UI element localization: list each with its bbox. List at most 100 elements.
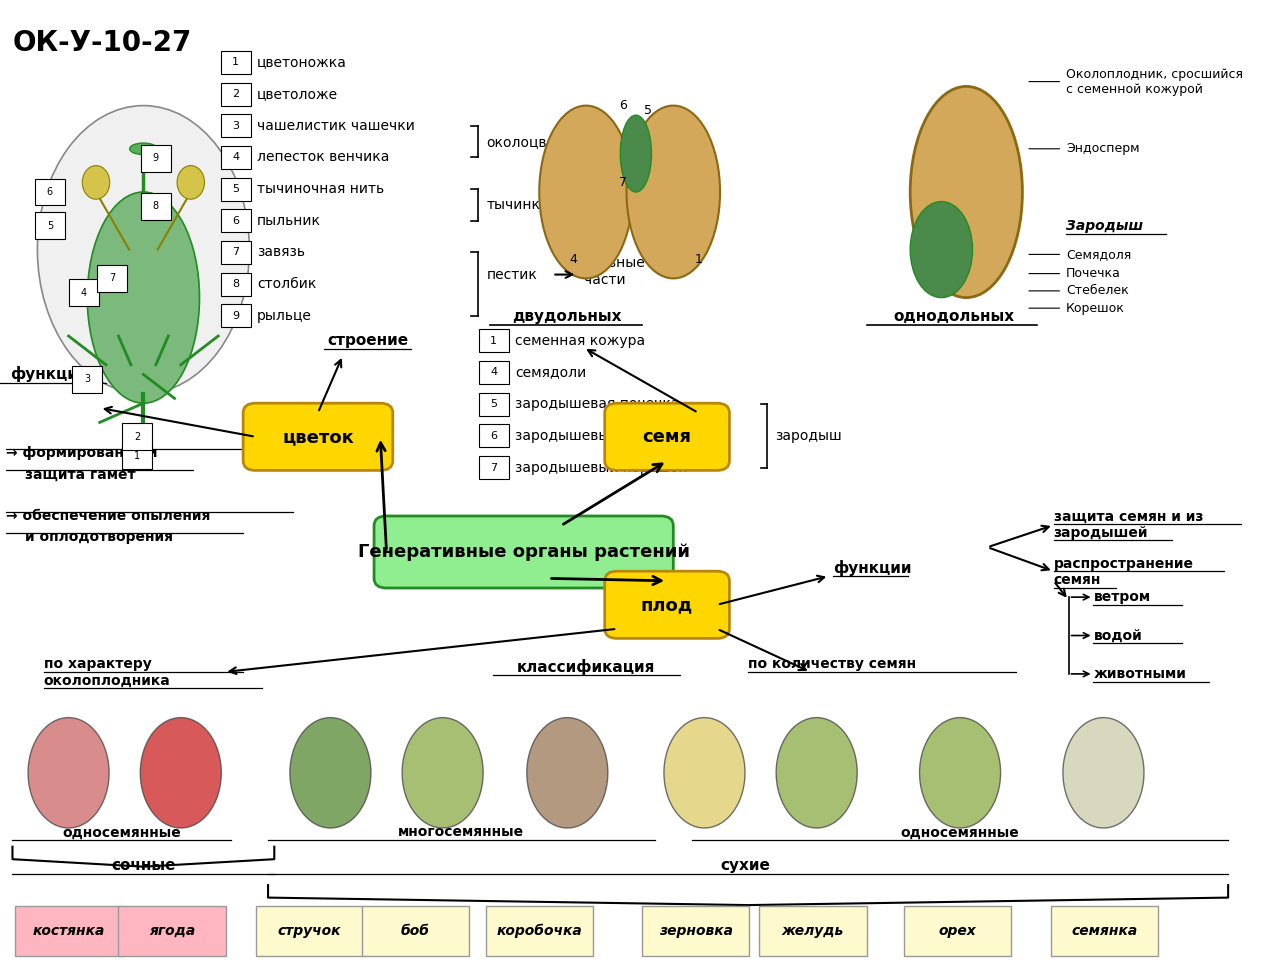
Text: классификация: классификация bbox=[517, 660, 655, 675]
FancyBboxPatch shape bbox=[122, 423, 152, 450]
Text: 4: 4 bbox=[81, 288, 87, 298]
Ellipse shape bbox=[37, 106, 250, 394]
FancyBboxPatch shape bbox=[1051, 906, 1158, 956]
Text: однодольных: однодольных bbox=[893, 309, 1014, 324]
Text: рыльце: рыльце bbox=[257, 309, 312, 323]
Text: главные: главные bbox=[584, 256, 645, 270]
Ellipse shape bbox=[177, 166, 205, 200]
FancyBboxPatch shape bbox=[220, 273, 251, 296]
Text: 3: 3 bbox=[84, 374, 91, 384]
Text: околоплодника: околоплодника bbox=[44, 674, 170, 687]
FancyBboxPatch shape bbox=[35, 212, 65, 239]
FancyBboxPatch shape bbox=[220, 241, 251, 264]
FancyBboxPatch shape bbox=[35, 179, 65, 205]
Text: боб: боб bbox=[401, 924, 430, 938]
Text: зародыш: зародыш bbox=[776, 429, 842, 443]
Text: коробочка: коробочка bbox=[497, 924, 582, 938]
Ellipse shape bbox=[28, 717, 109, 828]
Text: односемянные: односемянные bbox=[63, 826, 182, 839]
Text: 6: 6 bbox=[47, 187, 52, 197]
FancyBboxPatch shape bbox=[604, 403, 730, 470]
FancyBboxPatch shape bbox=[220, 83, 251, 106]
Ellipse shape bbox=[910, 86, 1023, 298]
Text: Почечка: Почечка bbox=[1066, 267, 1121, 280]
Text: тычинка: тычинка bbox=[486, 198, 549, 212]
Ellipse shape bbox=[919, 717, 1001, 828]
Text: зародышей: зародышей bbox=[1053, 526, 1148, 540]
Ellipse shape bbox=[87, 192, 200, 403]
Text: → обеспечение опыления: → обеспечение опыления bbox=[6, 509, 211, 523]
Text: зерновка: зерновка bbox=[659, 924, 732, 938]
Text: функции: функции bbox=[833, 561, 911, 576]
Text: Стебелек: Стебелек bbox=[1066, 284, 1129, 298]
Ellipse shape bbox=[621, 115, 652, 192]
Text: 1: 1 bbox=[134, 451, 141, 461]
Text: цветоножка: цветоножка bbox=[257, 56, 347, 69]
Text: 8: 8 bbox=[152, 202, 159, 211]
Text: 4: 4 bbox=[570, 252, 577, 266]
Text: защита гамет: защита гамет bbox=[24, 468, 136, 482]
Text: 5: 5 bbox=[232, 184, 239, 194]
FancyBboxPatch shape bbox=[97, 265, 127, 292]
Ellipse shape bbox=[129, 143, 157, 155]
Text: семянка: семянка bbox=[1071, 924, 1138, 938]
Ellipse shape bbox=[141, 717, 221, 828]
FancyBboxPatch shape bbox=[122, 443, 152, 469]
Text: семенная кожура: семенная кожура bbox=[515, 334, 645, 348]
Text: ОК-У-10-27: ОК-У-10-27 bbox=[13, 29, 192, 57]
Text: стручок: стручок bbox=[278, 924, 340, 938]
FancyBboxPatch shape bbox=[361, 906, 468, 956]
Text: строение: строение bbox=[328, 333, 408, 348]
Text: столбик: столбик bbox=[257, 277, 316, 291]
Ellipse shape bbox=[776, 717, 858, 828]
FancyBboxPatch shape bbox=[220, 209, 251, 232]
Text: водой: водой bbox=[1093, 629, 1142, 642]
Text: 6: 6 bbox=[232, 216, 239, 226]
FancyBboxPatch shape bbox=[643, 906, 749, 956]
Text: лепесток венчика: лепесток венчика bbox=[257, 151, 389, 164]
Text: 8: 8 bbox=[232, 279, 239, 289]
Text: Околоплодник, сросшийся
с семенной кожурой: Околоплодник, сросшийся с семенной кожур… bbox=[1066, 67, 1243, 96]
FancyBboxPatch shape bbox=[479, 329, 508, 352]
Ellipse shape bbox=[626, 106, 721, 278]
Text: многосемянные: многосемянные bbox=[398, 826, 525, 839]
Text: 5: 5 bbox=[490, 399, 497, 409]
Text: Генеративные органы растений: Генеративные органы растений bbox=[357, 543, 690, 561]
Text: 7: 7 bbox=[490, 463, 498, 472]
Ellipse shape bbox=[664, 717, 745, 828]
Text: плод: плод bbox=[641, 596, 694, 613]
Text: орех: орех bbox=[938, 924, 977, 938]
Text: тычиночная нить: тычиночная нить bbox=[257, 182, 384, 196]
FancyBboxPatch shape bbox=[69, 279, 99, 306]
Text: 7: 7 bbox=[232, 248, 239, 257]
Ellipse shape bbox=[289, 717, 371, 828]
Text: чашелистик чашечки: чашелистик чашечки bbox=[257, 119, 415, 132]
FancyBboxPatch shape bbox=[479, 456, 508, 479]
Text: завязь: завязь bbox=[257, 246, 305, 259]
Text: Зародыш: Зародыш bbox=[1066, 219, 1143, 232]
Text: по количеству семян: по количеству семян bbox=[748, 658, 916, 671]
Text: 5: 5 bbox=[644, 104, 653, 117]
FancyBboxPatch shape bbox=[119, 906, 225, 956]
FancyBboxPatch shape bbox=[72, 366, 102, 393]
Text: семядоли: семядоли bbox=[515, 366, 586, 379]
FancyBboxPatch shape bbox=[759, 906, 867, 956]
Text: желудь: желудь bbox=[782, 924, 844, 938]
FancyBboxPatch shape bbox=[220, 178, 251, 201]
Text: 6: 6 bbox=[620, 99, 627, 112]
Text: зародышевый стебелек: зародышевый стебелек bbox=[515, 429, 690, 443]
Text: семя: семя bbox=[643, 428, 691, 445]
Ellipse shape bbox=[402, 717, 483, 828]
Text: односемянные: односемянные bbox=[901, 826, 1019, 839]
FancyBboxPatch shape bbox=[604, 571, 730, 638]
Text: защита семян и из: защита семян и из bbox=[1053, 510, 1203, 523]
FancyBboxPatch shape bbox=[15, 906, 122, 956]
Text: 1: 1 bbox=[694, 252, 703, 266]
Text: Эндосперм: Эндосперм bbox=[1066, 142, 1139, 156]
Ellipse shape bbox=[82, 166, 110, 200]
Text: животными: животными bbox=[1093, 667, 1187, 681]
Text: сухие: сухие bbox=[721, 858, 771, 874]
Text: → формирование и: → формирование и bbox=[6, 446, 157, 461]
Text: 1: 1 bbox=[232, 58, 239, 67]
FancyBboxPatch shape bbox=[220, 51, 251, 74]
